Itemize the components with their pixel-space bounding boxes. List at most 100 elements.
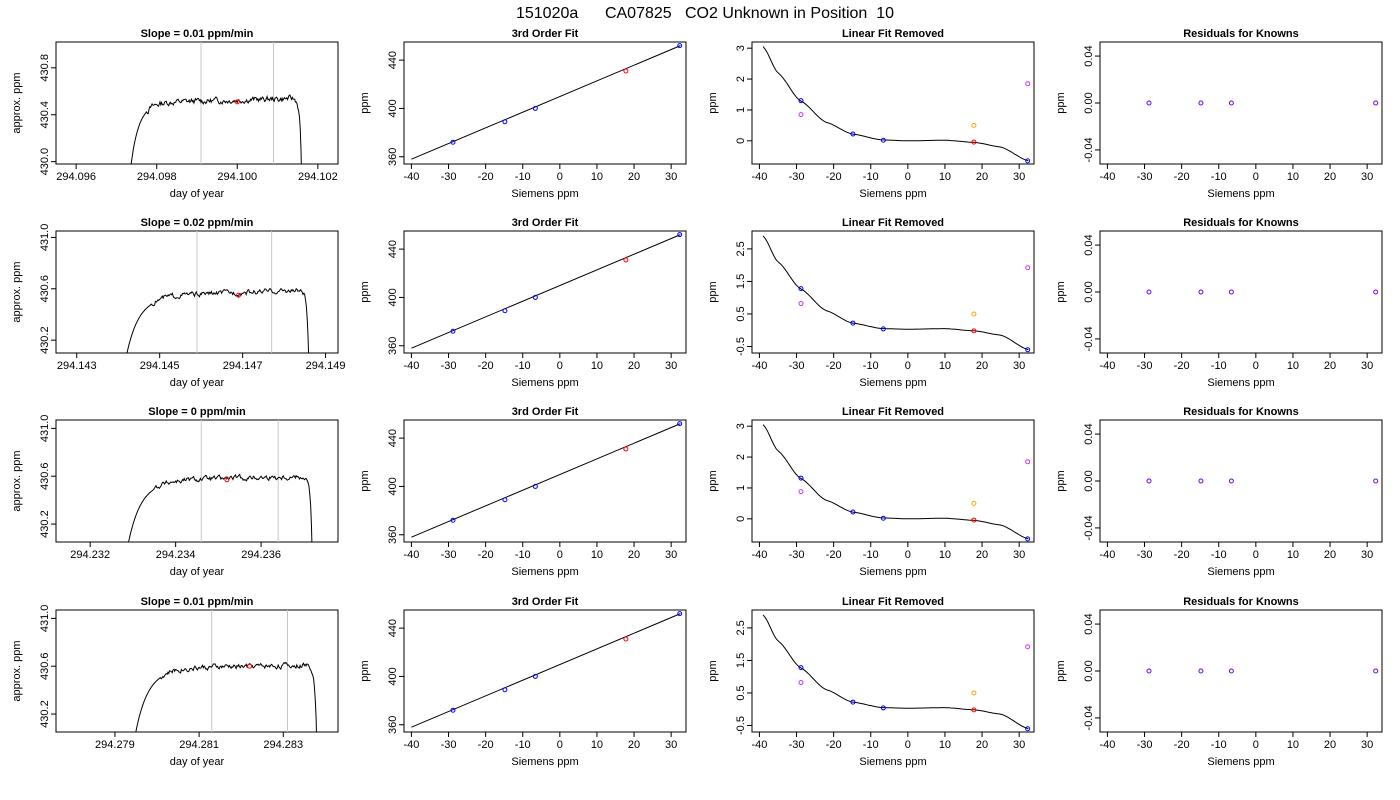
y-axis-label: ppm [1055, 660, 1067, 681]
x-tick-label: -20 [478, 739, 494, 751]
x-tick-label: 30 [1013, 739, 1025, 751]
x-tick-label: -20 [826, 360, 842, 372]
y-tick-label: 430.4 [39, 101, 51, 129]
y-tick-label: 0.00 [1083, 281, 1095, 302]
x-tick-label: 10 [939, 360, 951, 372]
data-point [971, 311, 977, 317]
data-point [880, 326, 886, 332]
y-axis-label: ppm [359, 660, 371, 681]
y-tick-label: 2 [735, 76, 747, 82]
panel-title: Linear Fit Removed [842, 217, 944, 229]
x-tick-label: -40 [751, 549, 767, 561]
y-tick-label: 1.5 [735, 274, 747, 289]
data-point [880, 515, 886, 521]
y-tick-label: 400 [387, 477, 399, 495]
y-tick-label: -0.04 [1083, 137, 1095, 162]
y-axis-label: approx. ppm [11, 261, 23, 322]
data-point [880, 705, 886, 711]
x-tick-label: 294.281 [179, 739, 219, 751]
panel-line-r2-c0: Slope = 0 ppm/min 294.232 294.234 294.236 43… [11, 406, 339, 578]
x-tick-label: 0 [557, 549, 563, 561]
concentration-trace [126, 287, 310, 353]
cubic-residual-curve [762, 235, 1029, 351]
data-point [971, 707, 977, 713]
y-tick-label: 400 [387, 667, 399, 685]
x-tick-label: 30 [1361, 171, 1373, 183]
data-point [798, 680, 804, 686]
x-tick-label: 20 [628, 360, 640, 372]
x-tick-label: 294.102 [298, 171, 338, 183]
residual-point [1146, 100, 1152, 106]
data-point [850, 131, 856, 137]
panel-scatter-r0-c3: Residuals for Knowns -40 -30 -20 -10 0 10 20 30 -… [1055, 28, 1383, 200]
data-point [532, 483, 538, 489]
x-tick-label: 0 [905, 360, 911, 372]
panel-title: 3rd Order Fit [512, 217, 579, 229]
residual-point [1228, 100, 1234, 106]
x-tick-label: 10 [1287, 360, 1299, 372]
data-point [1025, 158, 1031, 164]
y-axis-label: ppm [707, 660, 719, 681]
y-tick-label: 430.6 [39, 462, 51, 490]
x-tick-label: -30 [1137, 549, 1153, 561]
x-tick-label: -40 [403, 171, 419, 183]
x-tick-label: 10 [939, 171, 951, 183]
y-axis-label: ppm [707, 92, 719, 113]
panel-title: Slope = 0.01 ppm/min [141, 596, 254, 608]
data-point [532, 673, 538, 679]
cubic-residual-curve [762, 424, 1029, 540]
data-point [880, 137, 886, 143]
x-axis-label: day of year [170, 566, 225, 578]
panel-scatter-r2-c3: Residuals for Knowns -40 -30 -20 -10 0 10 20 30 -… [1055, 406, 1383, 578]
x-tick-label: -10 [1211, 549, 1227, 561]
residual-point [1228, 289, 1234, 295]
y-tick-label: 431.0 [39, 415, 51, 443]
x-tick-label: -20 [1174, 739, 1190, 751]
y-tick-label: 0.00 [1083, 660, 1095, 681]
y-tick-label: 1 [735, 107, 747, 113]
x-tick-label: 294.096 [56, 171, 96, 183]
x-axis-label: Siemens ppm [859, 188, 926, 200]
x-tick-label: 20 [976, 171, 988, 183]
y-tick-label: 1 [735, 485, 747, 491]
data-point [502, 119, 508, 125]
x-tick-label: 20 [1324, 549, 1336, 561]
fit-line [411, 613, 681, 728]
x-tick-label: -40 [403, 360, 419, 372]
y-tick-label: 360 [387, 148, 399, 166]
x-tick-label: 294.145 [140, 360, 180, 372]
data-point [623, 446, 629, 452]
panel-title: Linear Fit Removed [842, 406, 944, 418]
data-point [971, 328, 977, 334]
data-point [1025, 726, 1031, 732]
plot-area [762, 614, 1031, 732]
residual-point [1373, 289, 1379, 295]
y-tick-label: 1.5 [735, 653, 747, 668]
data-point [502, 308, 508, 314]
panel-scatter-r3-c3: Residuals for Knowns -40 -30 -20 -10 0 10 20 30 -… [1055, 596, 1383, 768]
plot-area [411, 232, 683, 349]
x-tick-label: 20 [1324, 171, 1336, 183]
x-tick-label: 294.098 [137, 171, 177, 183]
y-tick-label: 2 [735, 454, 747, 460]
concentration-trace [128, 473, 313, 542]
data-point [798, 489, 804, 495]
data-point [798, 112, 804, 118]
sample-marker [235, 292, 241, 298]
plot-frame [55, 419, 339, 543]
x-axis-label: Siemens ppm [1207, 377, 1274, 389]
x-tick-label: 294.149 [306, 360, 346, 372]
panel-title: Slope = 0 ppm/min [148, 406, 246, 418]
x-tick-label: 294.100 [217, 171, 257, 183]
data-point [623, 257, 629, 263]
plot-area [1146, 668, 1379, 674]
panel-line-r1-c1: 3rd Order Fit -40 -30 -20 -10 0 10 20 30 360 400 44… [359, 217, 687, 389]
x-axis-label: Siemens ppm [859, 566, 926, 578]
x-tick-label: 0 [1253, 360, 1259, 372]
x-tick-label: -20 [478, 549, 494, 561]
y-tick-label: 0.5 [735, 685, 747, 700]
x-tick-label: 20 [976, 549, 988, 561]
x-tick-label: -20 [826, 549, 842, 561]
concentration-trace [135, 661, 317, 732]
